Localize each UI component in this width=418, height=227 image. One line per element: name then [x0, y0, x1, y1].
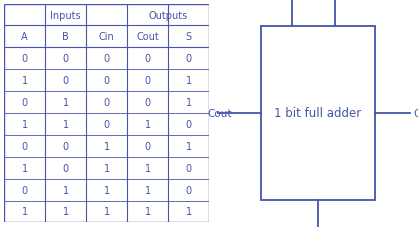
Text: 0: 0	[63, 54, 69, 64]
Text: 1: 1	[186, 98, 191, 108]
Text: 1: 1	[104, 185, 110, 195]
Text: 0: 0	[104, 119, 110, 129]
Text: 1: 1	[63, 119, 69, 129]
Text: Cout: Cout	[207, 109, 232, 118]
Text: 1: 1	[63, 185, 69, 195]
Text: 0: 0	[186, 185, 191, 195]
Text: 1: 1	[104, 163, 110, 173]
Text: S: S	[186, 32, 191, 42]
Text: A: A	[21, 32, 28, 42]
Text: 1: 1	[145, 207, 150, 217]
Text: 1: 1	[22, 76, 28, 86]
Text: 1: 1	[145, 119, 150, 129]
Text: 1: 1	[22, 207, 28, 217]
Text: 0: 0	[145, 76, 150, 86]
Text: 0: 0	[145, 98, 150, 108]
Text: 0: 0	[22, 54, 28, 64]
Bar	[260, 27, 375, 200]
Text: 0: 0	[22, 141, 28, 151]
Text: 0: 0	[104, 98, 110, 108]
Text: Cout: Cout	[136, 32, 159, 42]
Text: 0: 0	[22, 185, 28, 195]
Text: 1: 1	[186, 207, 191, 217]
Text: 1: 1	[104, 207, 110, 217]
Text: Cin: Cin	[414, 109, 418, 118]
Text: 1: 1	[145, 163, 150, 173]
Text: 1: 1	[186, 141, 191, 151]
Text: 0: 0	[186, 163, 191, 173]
Text: Cin: Cin	[99, 32, 115, 42]
Text: Inputs: Inputs	[50, 10, 81, 20]
Text: 0: 0	[22, 98, 28, 108]
Text: 1 bit full adder: 1 bit full adder	[274, 107, 361, 120]
Text: 0: 0	[186, 54, 191, 64]
Text: 1: 1	[63, 207, 69, 217]
Text: 1: 1	[104, 141, 110, 151]
Text: 0: 0	[145, 54, 150, 64]
Text: B: B	[62, 32, 69, 42]
Text: 0: 0	[63, 76, 69, 86]
Text: 0: 0	[63, 141, 69, 151]
Text: 0: 0	[63, 163, 69, 173]
Text: 1: 1	[22, 119, 28, 129]
Text: Outputs: Outputs	[148, 10, 188, 20]
Text: 1: 1	[22, 163, 28, 173]
Text: 0: 0	[104, 76, 110, 86]
Text: 0: 0	[145, 141, 150, 151]
Text: 0: 0	[104, 54, 110, 64]
Text: 1: 1	[186, 76, 191, 86]
Text: 1: 1	[145, 185, 150, 195]
Text: 0: 0	[186, 119, 191, 129]
Text: 1: 1	[63, 98, 69, 108]
